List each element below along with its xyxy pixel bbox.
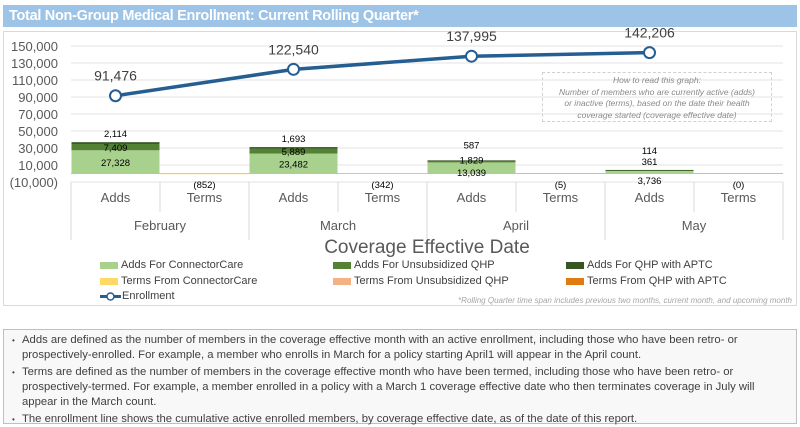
legend-line-marker-icon — [100, 292, 121, 301]
x-month-label: May — [682, 218, 707, 233]
bar-data-label: 361 — [642, 157, 658, 168]
y-tick-label: 90,000 — [18, 90, 58, 105]
bar-data-label: (0) — [733, 180, 745, 191]
enrollment-data-label: 137,995 — [446, 28, 497, 44]
legend-swatch — [566, 262, 584, 269]
legend-swatch — [333, 262, 351, 269]
bar-data-label: 3,736 — [638, 176, 662, 187]
legend-label: Adds For ConnectorCare — [121, 259, 243, 271]
enrollment-point — [644, 47, 655, 58]
bar-data-label: 2,114 — [104, 129, 127, 140]
x-subcategory-label: Adds — [457, 190, 487, 205]
bar-data-label: 13,039 — [457, 168, 486, 179]
bar-data-label: (852) — [193, 180, 215, 191]
y-tick-label: 10,000 — [18, 158, 58, 173]
bar-data-label: (5) — [555, 180, 567, 191]
bar-data-label: 114 — [642, 146, 657, 157]
bar-data-label: 7,409 — [104, 143, 128, 154]
bar-data-label: (342) — [371, 180, 393, 191]
x-subcategory-label: Adds — [279, 190, 309, 205]
legend-label: Adds For QHP with APTC — [587, 259, 713, 271]
notes-box: Adds are defined as the number of member… — [3, 329, 797, 424]
bar-segment — [161, 174, 249, 175]
enrollment-point — [466, 51, 477, 62]
annotation-line: Number of members who are currently acti… — [543, 87, 771, 99]
legend-item: Adds For Unsubsidized QHP — [333, 259, 495, 271]
enrollment-data-label: 142,206 — [624, 25, 675, 41]
x-subcategory-label: Terms — [187, 190, 223, 205]
x-month-label: March — [320, 218, 356, 233]
x-subcategory-label: Terms — [365, 190, 401, 205]
legend-label: Terms From Unsubsidized QHP — [354, 275, 509, 287]
legend-item: Terms From QHP with APTC — [566, 275, 727, 287]
enrollment-point — [110, 90, 121, 101]
legend-label: Terms From ConnectorCare — [121, 275, 257, 287]
y-tick-label: 50,000 — [18, 124, 58, 139]
annotation-line: or inactive (terms), based on the date t… — [543, 98, 771, 110]
x-subcategory-label: Terms — [543, 190, 579, 205]
legend-swatch — [333, 278, 351, 285]
note-item: Adds are defined as the number of member… — [12, 333, 790, 363]
bar-data-label: 1,829 — [460, 155, 484, 166]
legend-item: Terms From Unsubsidized QHP — [333, 275, 509, 287]
annotation-line: coverage started (coverage effective dat… — [543, 110, 771, 122]
x-subcategory-label: Adds — [101, 190, 131, 205]
y-tick-label: 110,000 — [12, 73, 58, 88]
y-tick-label: 130,000 — [11, 56, 58, 71]
x-month-label: April — [503, 218, 529, 233]
y-tick-label: (10,000) — [10, 175, 58, 190]
legend-item: Adds For QHP with APTC — [566, 259, 713, 271]
enrollment-point — [288, 64, 299, 75]
x-month-label: February — [134, 218, 187, 233]
bar-data-label: 1,693 — [282, 134, 306, 145]
legend-item: Enrollment — [100, 290, 175, 302]
how-to-read-annotation: How to read this graph: Number of member… — [542, 72, 772, 122]
enrollment-data-label: 122,540 — [268, 41, 319, 57]
y-tick-label: 30,000 — [18, 141, 58, 156]
enrollment-data-label: 91,476 — [94, 68, 137, 84]
legend-item: Terms From ConnectorCare — [100, 275, 257, 287]
y-tick-label: 150,000 — [11, 39, 58, 54]
bar-data-label: 23,482 — [279, 160, 308, 171]
legend-swatch — [100, 262, 118, 269]
legend-swatch — [566, 278, 584, 285]
bar-segment — [606, 170, 694, 171]
legend-swatch — [100, 278, 118, 285]
legend-item: Adds For ConnectorCare — [100, 259, 243, 271]
legend-label: Enrollment — [122, 290, 175, 302]
x-subcategory-label: Adds — [635, 190, 665, 205]
annotation-line: How to read this graph: — [543, 75, 771, 87]
note-item: Terms are defined as the number of membe… — [12, 365, 790, 410]
x-axis-title: Coverage Effective Date — [324, 237, 530, 258]
bar-data-label: 587 — [464, 140, 480, 151]
bar-data-label: 5,889 — [282, 147, 306, 158]
x-subcategory-label: Terms — [721, 190, 757, 205]
y-tick-label: 70,000 — [18, 107, 58, 122]
bar-data-label: 27,328 — [101, 158, 130, 169]
legend-label: Terms From QHP with APTC — [587, 275, 727, 287]
footnote: *Rolling Quarter time span includes prev… — [458, 296, 792, 305]
legend-label: Adds For Unsubsidized QHP — [354, 259, 495, 271]
